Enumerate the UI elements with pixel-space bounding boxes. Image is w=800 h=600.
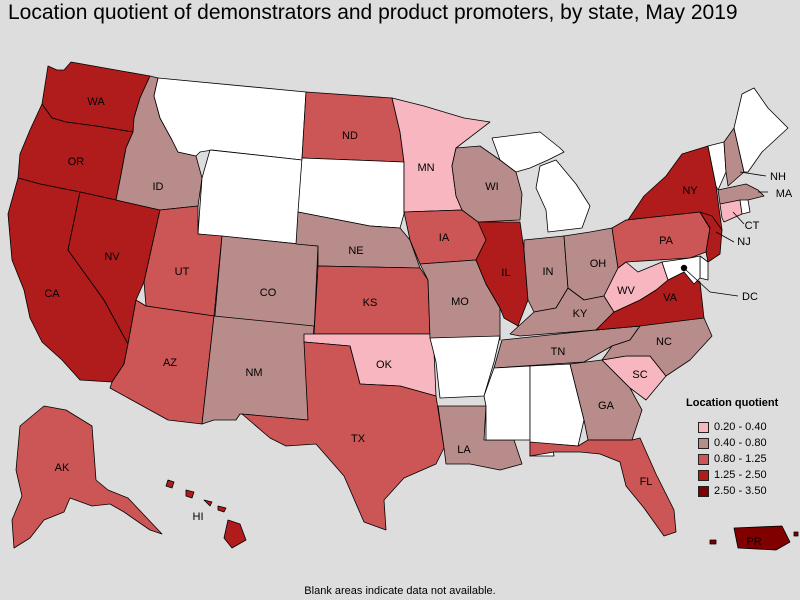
legend-swatch [698,453,709,465]
state-HI[interactable] [165,479,247,549]
label-SC: SC [632,369,647,381]
label-WA: WA [87,96,105,108]
label-IL: IL [501,267,510,279]
label-HI: HI [193,511,204,523]
legend-item: 0.40 - 0.80 [686,435,796,451]
label-OK: OK [376,359,393,371]
legend-item: 2.50 - 3.50 [686,483,796,499]
state-WY[interactable] [197,149,303,245]
label-WV: WV [617,285,635,297]
label-IN: IN [543,266,554,278]
label-AZ: AZ [163,357,177,369]
label-NC: NC [656,336,672,348]
dc-marker[interactable] [680,264,688,272]
label-NE: NE [348,245,363,257]
legend-swatch [698,485,709,497]
legend-item: 0.20 - 0.40 [686,419,796,435]
label-NM: NM [245,367,262,379]
legend-title: Location quotient [686,397,779,409]
state-labels: WA OR CA NV ID UT AZ CO NM ND NE KS OK T… [44,96,793,548]
label-OR: OR [68,156,85,168]
state-PR[interactable] [709,525,799,551]
legend-swatch [698,421,709,433]
label-KY: KY [573,308,588,320]
legend-label: 0.80 - 1.25 [714,453,767,465]
state-NH[interactable] [723,127,745,187]
label-ID: ID [153,181,164,193]
label-WI: WI [485,181,498,193]
label-NJ: NJ [737,236,750,248]
label-OH: OH [590,258,607,270]
label-AK: AK [55,462,70,474]
label-CT: CT [745,220,760,232]
state-AK[interactable] [11,405,163,549]
state-FL[interactable] [529,437,677,537]
state-MS[interactable] [483,365,531,441]
legend-swatch [698,437,709,449]
label-PA: PA [659,235,674,247]
legend-label: 0.40 - 0.80 [714,437,767,449]
map-title: Location quotient of demonstrators and p… [8,1,738,24]
label-CO: CO [260,287,277,299]
state-DE[interactable] [699,255,709,281]
label-FL: FL [640,476,653,488]
state-UT[interactable] [143,205,223,317]
label-ND: ND [342,130,358,142]
state-LA[interactable] [437,405,523,471]
label-KS: KS [363,297,378,309]
state-NJ[interactable] [699,211,723,263]
label-CA: CA [44,288,60,300]
state-RI[interactable] [739,199,751,215]
label-DC: DC [742,291,758,303]
state-ME[interactable] [733,87,789,173]
footnote: Blank areas indicate data not available. [304,585,496,597]
label-TN: TN [551,346,566,358]
label-NH: NH [770,171,786,183]
label-MA: MA [776,188,793,200]
leader-lines [685,171,768,297]
state-MI[interactable] [491,131,591,233]
label-UT: UT [175,266,190,278]
state-TX[interactable] [241,341,445,531]
state-WI[interactable] [451,145,523,223]
state-VT[interactable] [707,141,727,191]
legend-label: 2.50 - 3.50 [714,485,767,497]
label-VA: VA [663,292,678,304]
legend-swatch [698,469,709,481]
state-CT[interactable] [719,199,743,223]
label-MO: MO [451,296,469,308]
state-MD[interactable] [661,255,701,285]
state-MT[interactable] [153,77,307,161]
legend-label: 1.25 - 2.50 [714,469,767,481]
label-LA: LA [457,444,471,456]
label-NV: NV [104,251,120,263]
state-KY[interactable] [509,287,615,337]
legend-item: 1.25 - 2.50 [686,467,796,483]
state-ND[interactable] [301,91,405,163]
legend-item: 0.80 - 1.25 [686,451,796,467]
legend-label: 0.20 - 0.40 [714,421,767,433]
state-IL[interactable] [475,221,529,327]
label-GA: GA [598,400,615,412]
label-TX: TX [351,433,366,445]
label-NY: NY [682,185,698,197]
label-MN: MN [417,162,434,174]
legend: Location quotient 0.20 - 0.40 0.40 - 0.8… [686,396,796,499]
label-PR: PR [746,536,761,548]
state-NC[interactable] [595,317,713,377]
label-IA: IA [439,232,450,244]
